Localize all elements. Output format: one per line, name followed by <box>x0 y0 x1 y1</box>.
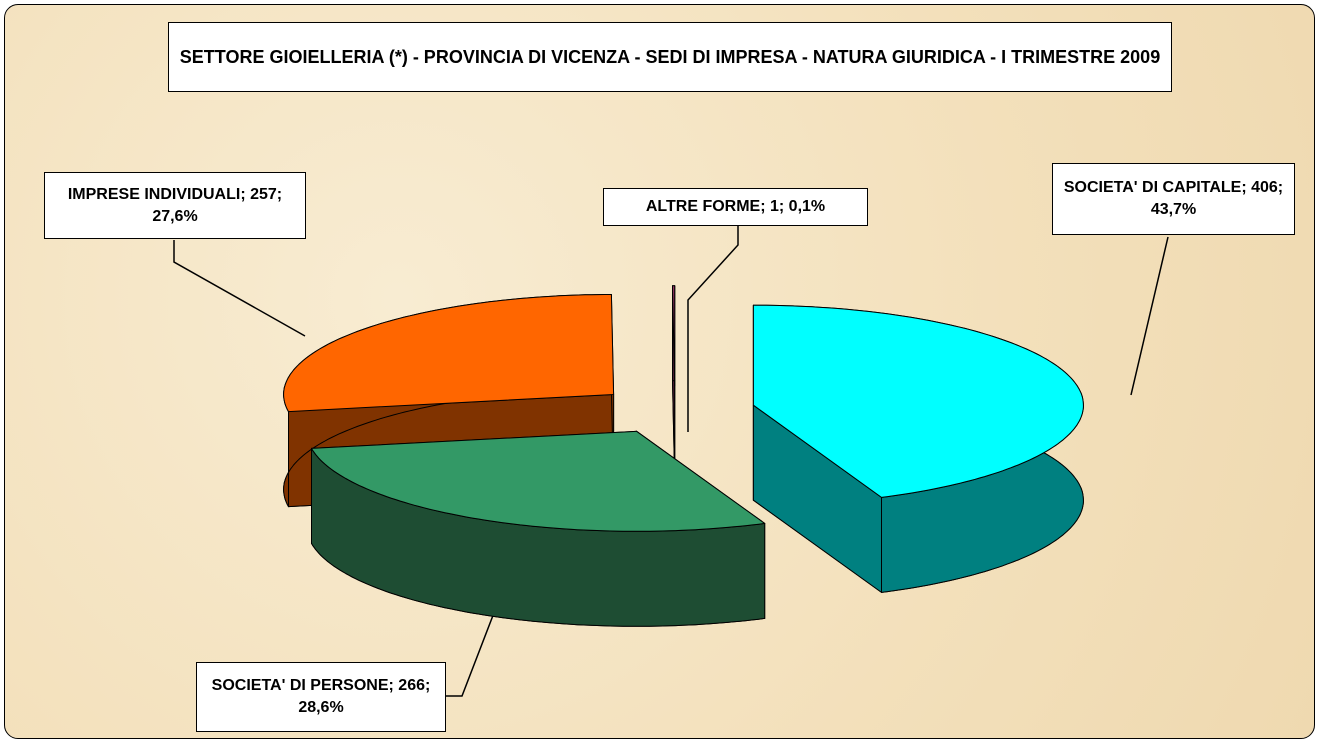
data-label: SOCIETA' DI PERSONE; 266; 28,6% <box>196 662 446 732</box>
slice <box>752 304 1084 498</box>
slice <box>311 430 766 532</box>
data-label: IMPRESE INDIVIDUALI; 257; 27,6% <box>44 172 306 239</box>
leader-line <box>446 604 498 697</box>
leader-line <box>173 240 306 337</box>
leader-lines <box>173 226 1169 697</box>
data-label: ALTRE FORME; 1; 0,1% <box>603 188 868 226</box>
slice <box>283 294 615 413</box>
data-label: SOCIETA' DI CAPITALE; 406; 43,7% <box>1052 163 1295 235</box>
slice <box>672 285 676 387</box>
leader-line <box>1130 236 1169 396</box>
leader-line <box>687 226 739 432</box>
chart-title: SETTORE GIOIELLERIA (*) - PROVINCIA DI V… <box>168 22 1172 92</box>
